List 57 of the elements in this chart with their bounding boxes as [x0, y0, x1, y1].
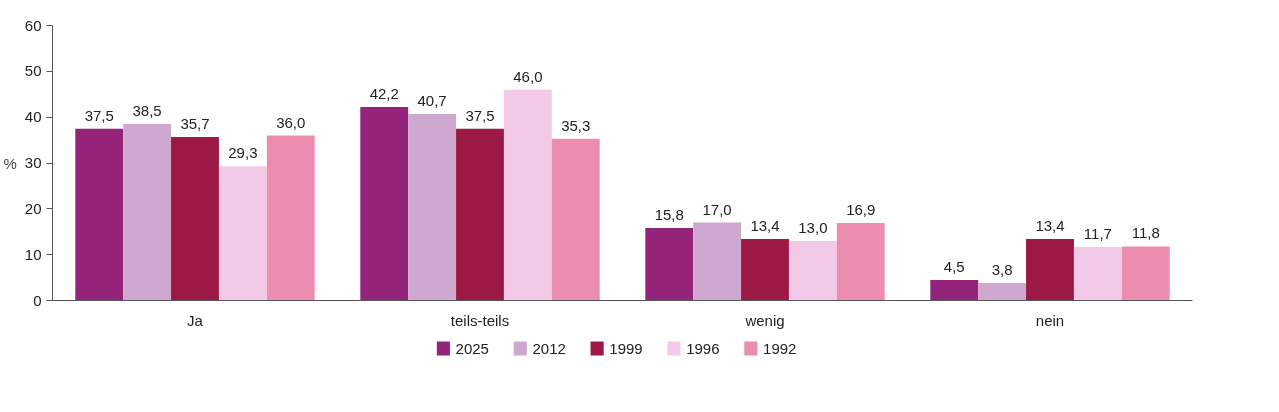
bar — [930, 279, 979, 301]
data-label: 3,8 — [991, 261, 1013, 279]
y-tick-label: 0 — [33, 291, 42, 309]
data-label: 29,3 — [228, 144, 258, 162]
legend-label: 1999 — [609, 339, 643, 357]
x-tick-label: Ja — [187, 311, 204, 329]
data-label: 38,5 — [132, 102, 162, 120]
data-label: 37,5 — [465, 106, 495, 124]
data-label: 13,4 — [1035, 217, 1065, 235]
bar — [645, 228, 694, 301]
data-label: 46,0 — [513, 67, 543, 85]
y-tick-label: 60 — [24, 16, 42, 34]
legend-label: 1996 — [686, 339, 720, 357]
data-label: 40,7 — [417, 91, 447, 109]
bar — [218, 166, 267, 301]
data-label: 11,7 — [1083, 224, 1112, 242]
data-label: 4,5 — [943, 257, 965, 275]
y-tick-label: 50 — [24, 62, 42, 80]
data-label: 15,8 — [654, 206, 684, 224]
data-label: 42,2 — [369, 85, 399, 103]
data-label: 37,5 — [84, 106, 114, 124]
y-tick-label: 30 — [24, 154, 42, 171]
bar — [741, 239, 789, 301]
legend-label: 2012 — [532, 339, 566, 357]
y-tick-label: 20 — [24, 199, 42, 217]
bar — [788, 240, 837, 301]
bar — [75, 128, 124, 301]
data-label: 13,4 — [750, 217, 780, 235]
data-label: 17,0 — [702, 200, 732, 218]
data-label: 13,0 — [798, 218, 828, 236]
legend-label: 2025 — [455, 339, 489, 357]
data-label: 36,0 — [276, 113, 306, 131]
bar — [693, 222, 742, 301]
x-tick-label: nein — [1035, 311, 1065, 329]
bar — [360, 107, 409, 301]
y-axis-title: % — [3, 154, 17, 172]
bar — [266, 135, 315, 301]
data-label: 35,7 — [180, 114, 210, 132]
data-label: 16,9 — [846, 201, 876, 219]
bar — [1073, 246, 1122, 301]
x-tick-label: teils-teils — [450, 311, 510, 329]
y-tick-label: 10 — [24, 245, 42, 263]
legend-label: 1992 — [763, 339, 797, 357]
bar — [456, 128, 504, 301]
bar — [978, 283, 1027, 301]
bar — [551, 138, 600, 301]
bar — [503, 89, 552, 301]
x-tick-label: wenig — [744, 311, 785, 329]
bar — [123, 124, 172, 301]
data-label: 11,8 — [1131, 224, 1160, 242]
bar — [1026, 239, 1074, 301]
bar — [171, 136, 219, 301]
bar — [408, 113, 457, 301]
data-label: 35,3 — [561, 116, 591, 134]
bar — [1121, 246, 1170, 301]
bar — [836, 223, 885, 301]
y-tick-label: 40 — [24, 108, 42, 126]
